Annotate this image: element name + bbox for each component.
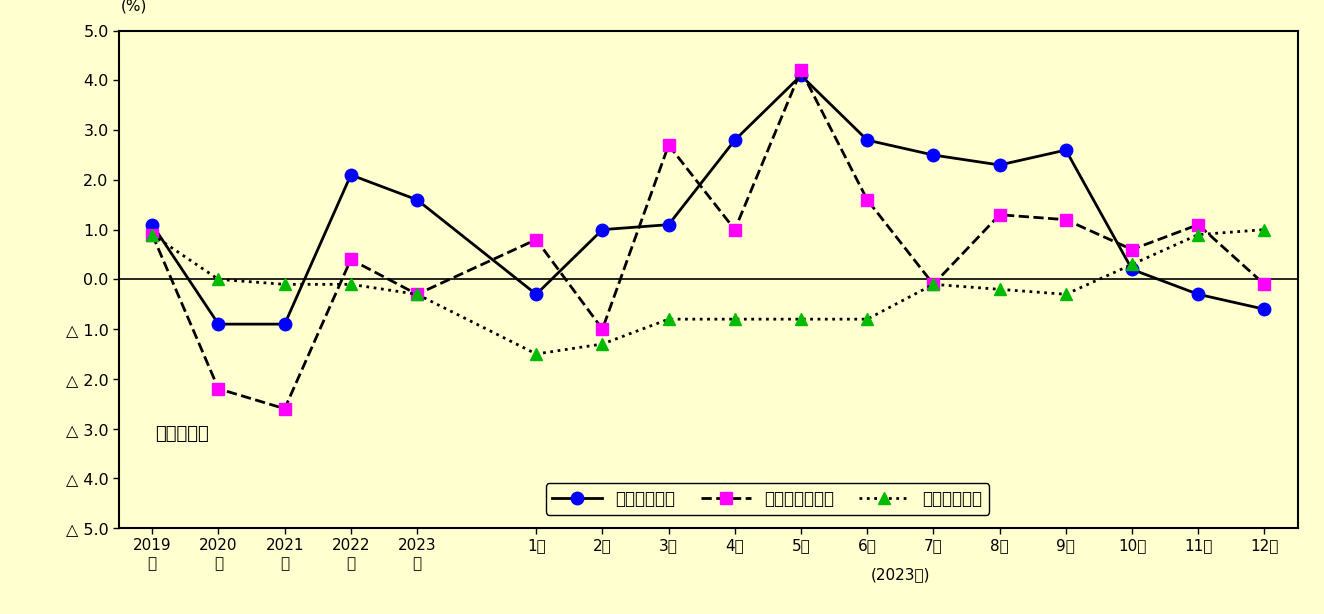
- Text: (%): (%): [120, 0, 147, 14]
- Legend: 現金給与総額, 総実労働時間数, 常用労働者数: 現金給与総額, 総実労働時間数, 常用労働者数: [545, 483, 989, 515]
- Text: (2023年): (2023年): [871, 567, 929, 582]
- Text: 調査産業計: 調査産業計: [156, 424, 209, 443]
